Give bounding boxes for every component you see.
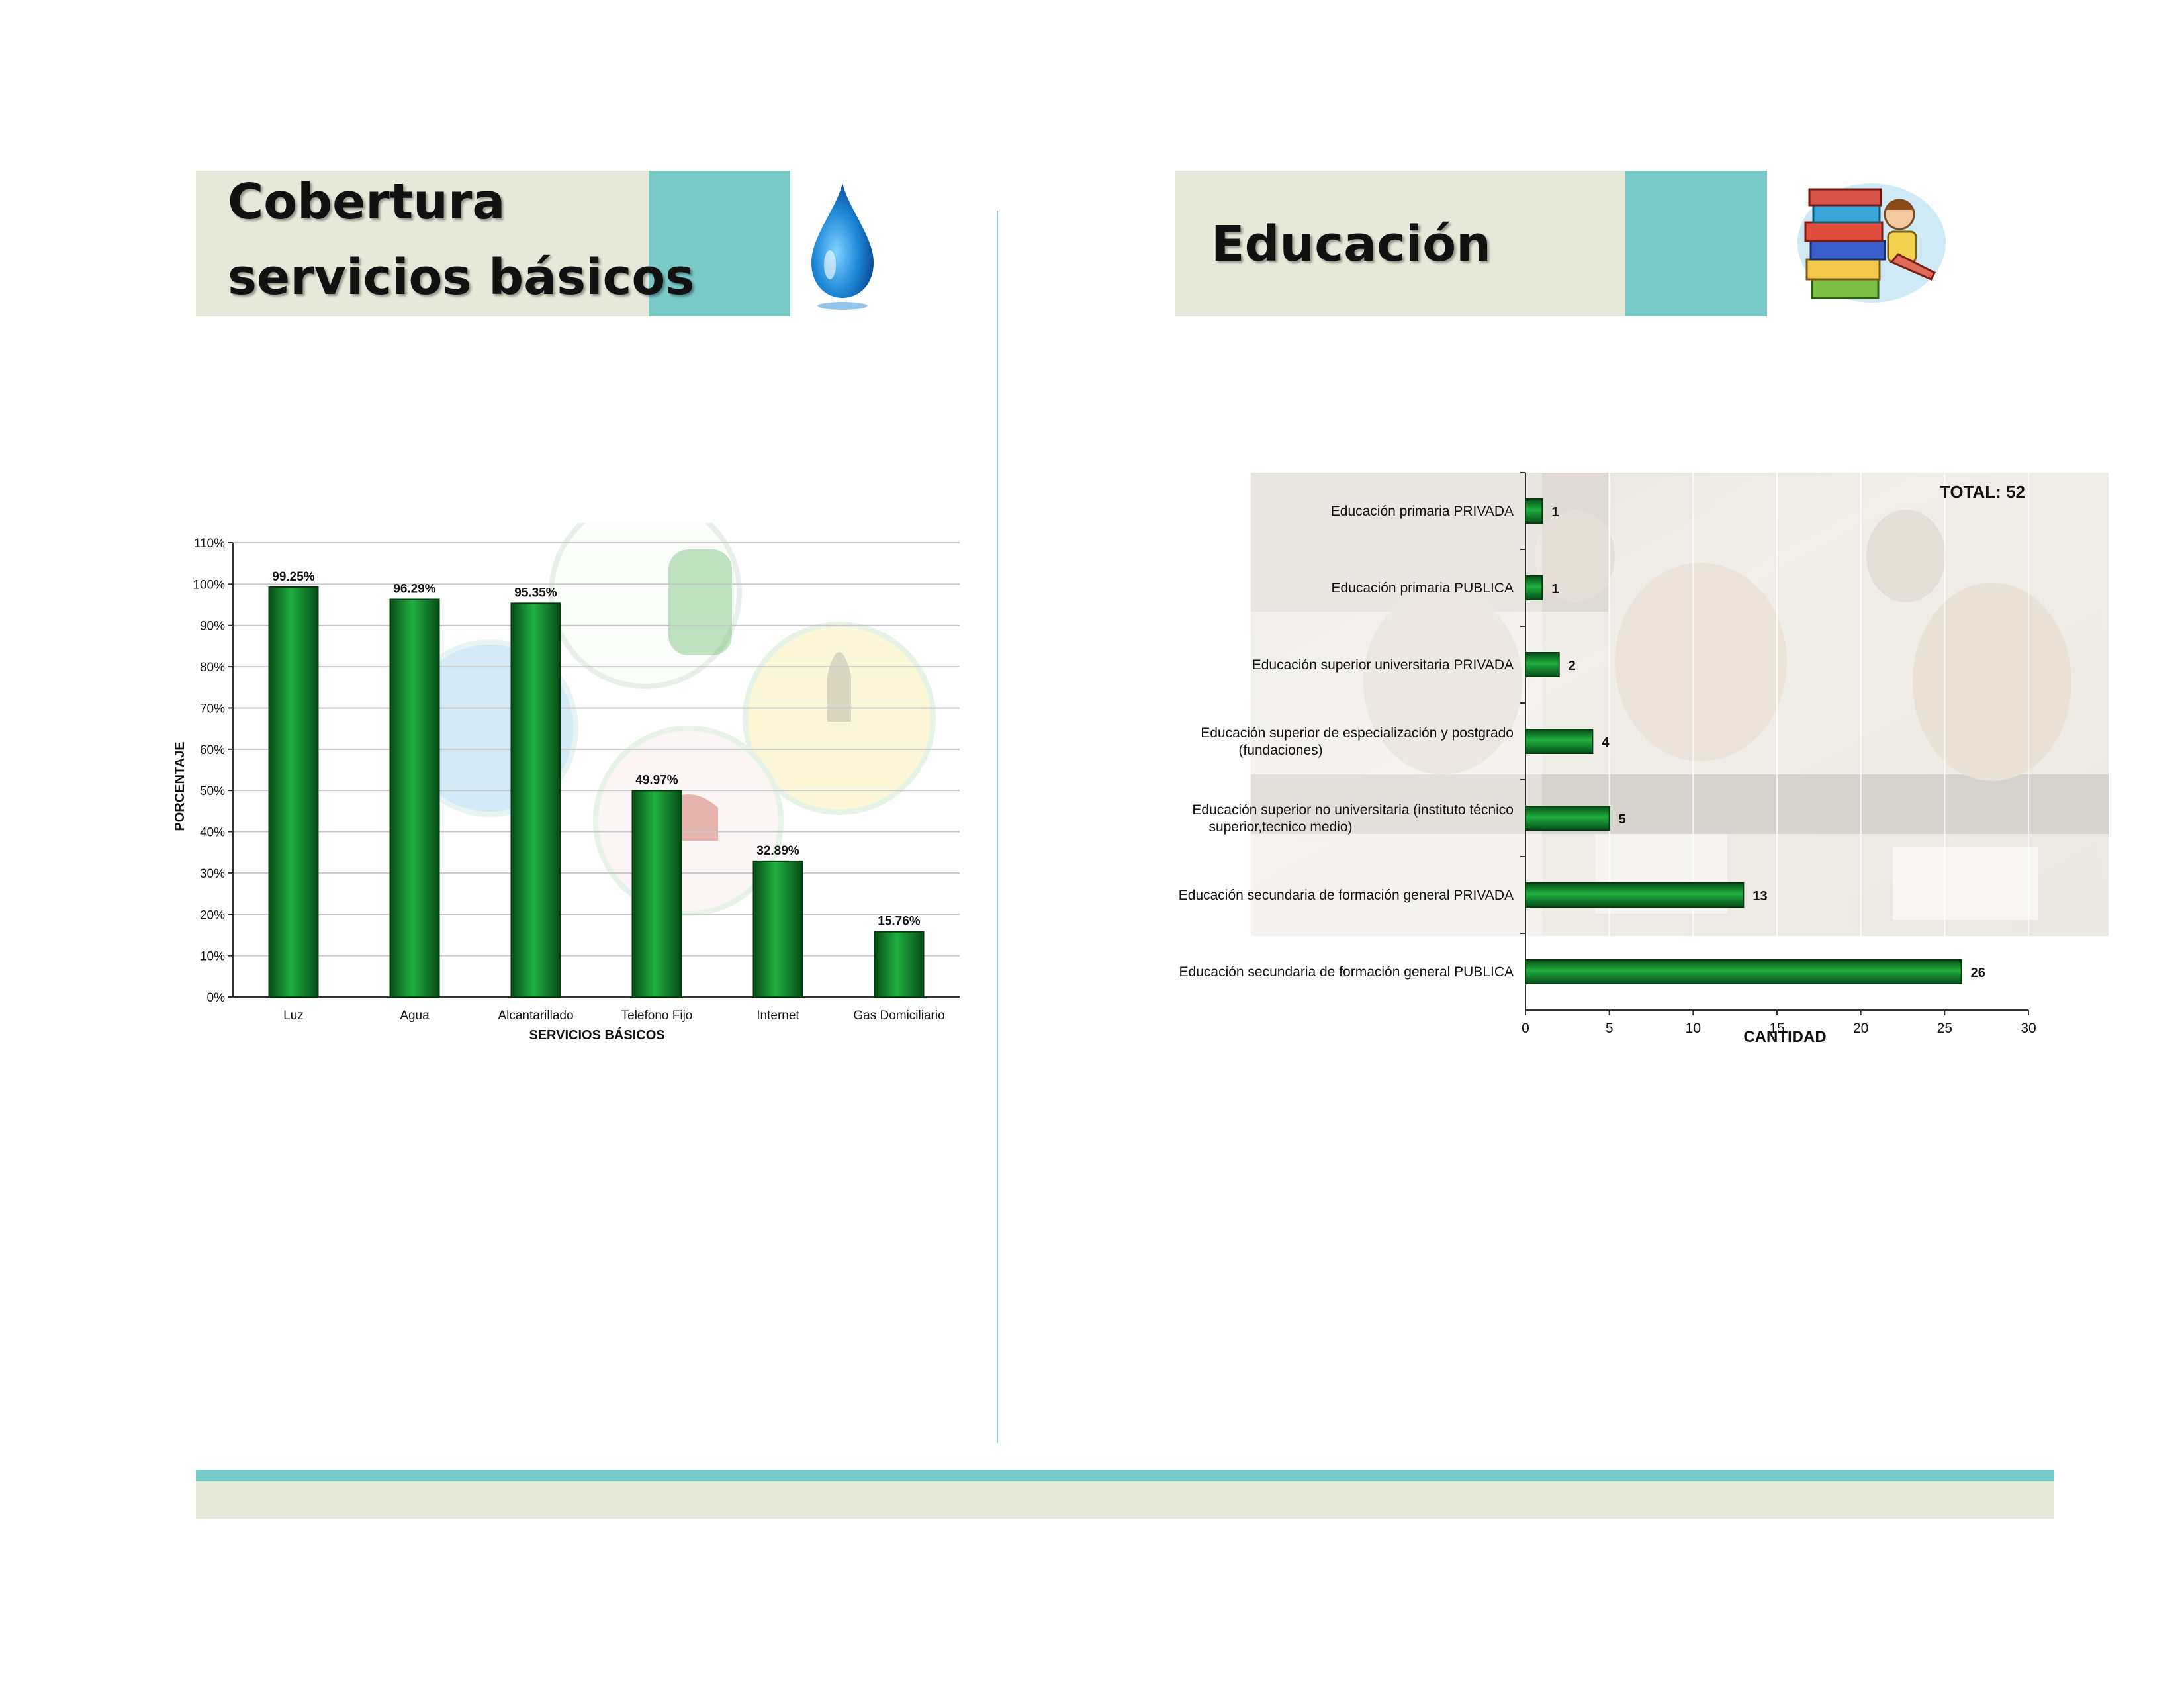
chart2-bar xyxy=(1525,882,1745,908)
chart1-bar xyxy=(874,931,925,998)
chart1-ytick-label: 40% xyxy=(200,826,225,840)
chart2-value-label: 5 xyxy=(1619,812,1626,827)
chart1-bar xyxy=(389,598,440,998)
light-bulb-icon xyxy=(743,622,936,815)
footer-band xyxy=(196,1481,2054,1519)
chart2-xtick-label: 15 xyxy=(1769,1021,1784,1036)
chart2-category-label-cont: superior,tecnico medio) xyxy=(1208,820,1352,835)
chart2-category-label: Educación superior no universitaria (ins… xyxy=(1192,802,1514,818)
chart1-value-label: 95.35% xyxy=(514,586,557,600)
chart1-category-label: Telefono Fijo xyxy=(621,1009,693,1023)
chart2-bar xyxy=(1525,498,1543,524)
chart1-category-label: Alcantarillado xyxy=(498,1009,573,1023)
educacion-chart: 1 1 2 4 5 13 26 Educación primaria PRIVADA Educ… xyxy=(1179,472,2109,1046)
chart1-bar xyxy=(510,602,561,998)
chart2-value-label: 13 xyxy=(1752,889,1767,904)
chart1-bar xyxy=(752,860,803,998)
chart2-xtick-label: 20 xyxy=(1853,1021,1868,1036)
chart2-bar xyxy=(1525,806,1610,831)
right-title: Educación xyxy=(1211,216,1491,273)
chart1-value-label: 49.97% xyxy=(635,773,678,787)
chart1-ytick-label: 30% xyxy=(200,867,225,881)
chart2-value-label: 4 xyxy=(1602,735,1610,750)
chart1-category-label: Gas Domiciliario xyxy=(853,1009,944,1023)
books-clipart-icon xyxy=(1797,183,1946,303)
chart2-bar xyxy=(1525,575,1543,600)
chart1-ytick-label: 100% xyxy=(193,578,225,592)
chart1-value-label: 99.25% xyxy=(272,570,315,584)
chart2-xlabel: CANTIDAD xyxy=(1743,1028,1826,1046)
chart2-value-label: 2 xyxy=(1569,659,1576,673)
chart1-value-label: 32.89% xyxy=(756,844,799,858)
chart2-category-label: Educación primaria PUBLICA xyxy=(1332,581,1514,596)
footer-accent-bar xyxy=(196,1470,2054,1481)
chart1-ytick-label: 0% xyxy=(207,991,226,1005)
right-title-box xyxy=(1175,171,1625,316)
chart1-ytick-label: 70% xyxy=(200,702,225,716)
chart1-ytick-label: 20% xyxy=(200,908,225,922)
chart2-category-label-cont: (fundaciones) xyxy=(1238,743,1322,758)
left-title-line1: Cobertura xyxy=(228,173,506,230)
chart1-ytick-label: 10% xyxy=(200,950,225,964)
left-title-box xyxy=(196,171,649,316)
chart1-category-label: Internet xyxy=(756,1009,799,1023)
chart2-total: TOTAL: 52 xyxy=(1940,482,2025,502)
chart1-ytick-label: 60% xyxy=(200,743,225,757)
chart1-value-label: 15.76% xyxy=(878,915,921,929)
chart1-category-label: Agua xyxy=(400,1009,430,1023)
panel-divider xyxy=(997,211,998,1443)
gas-cylinder-icon xyxy=(549,523,742,689)
chart1-ytick-label: 90% xyxy=(200,620,225,633)
left-title-accent xyxy=(649,171,790,316)
chart2-bar xyxy=(1525,959,1962,984)
chart2-category-label: Educación superior universitaria PRIVADA xyxy=(1252,657,1514,673)
chart2-value-label: 1 xyxy=(1551,582,1559,596)
chart1-bar xyxy=(631,790,682,998)
chart2-xtick-label: 25 xyxy=(1937,1021,1952,1036)
chart2-category-label: Educación secundaria de formación genera… xyxy=(1179,964,1514,980)
chart2-category-label: Educación secundaria de formación genera… xyxy=(1179,888,1514,903)
chart2-value-label: 1 xyxy=(1551,505,1559,520)
chart1-ylabel: PORCENTAJE xyxy=(173,741,187,831)
left-title-line2: servicios básicos xyxy=(228,249,695,306)
chart2-xtick-label: 30 xyxy=(2021,1021,2036,1036)
chart1-bar xyxy=(268,586,319,998)
chart2-xtick-label: 0 xyxy=(1522,1021,1529,1036)
water-drop-icon xyxy=(811,183,874,310)
chart2-bar xyxy=(1525,652,1560,677)
chart2-bar xyxy=(1525,729,1594,754)
chart2-value-label: 26 xyxy=(1971,966,1985,980)
chart2-xtick-label: 10 xyxy=(1686,1021,1701,1036)
servicios-basicos-chart: 0% 10% 20% 30% 40% 50% 60% 70% 80% 90% 100% 110% 99… xyxy=(173,523,960,1043)
chart2-category-label: Educación primaria PRIVADA xyxy=(1331,504,1514,519)
chart1-category-label: Luz xyxy=(283,1009,304,1023)
chart1-ytick-label: 80% xyxy=(200,661,225,675)
chart1-ytick-label: 50% xyxy=(200,784,225,798)
chart2-category-label: Educación superior de especialización y … xyxy=(1201,726,1514,741)
chart1-ytick-label: 110% xyxy=(194,537,225,551)
chart1-value-label: 96.29% xyxy=(393,583,436,596)
chart2-xtick-label: 5 xyxy=(1606,1021,1614,1036)
right-title-accent xyxy=(1625,171,1767,316)
chart1-xlabel: SERVICIOS BÁSICOS xyxy=(529,1027,664,1043)
